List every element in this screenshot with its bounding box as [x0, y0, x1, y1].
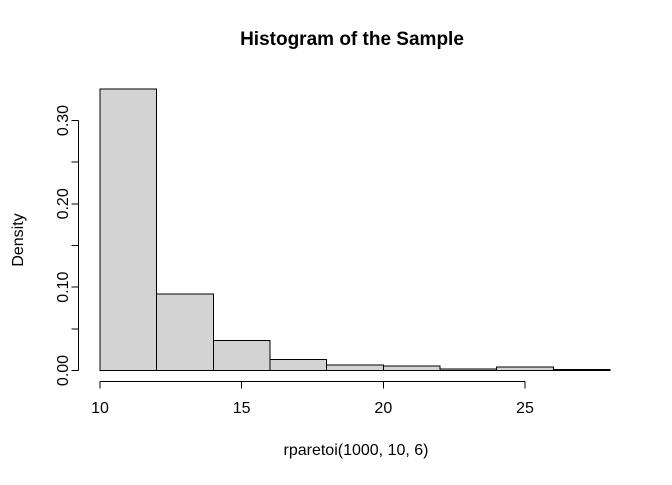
histogram-bars [99, 88, 611, 372]
plot-title: Histogram of the Sample [240, 29, 464, 50]
histogram-bar [99, 88, 158, 372]
histogram-bar [382, 365, 441, 372]
y-tick-label: 0.00 [55, 355, 72, 386]
y-tick-label: 0.30 [55, 105, 72, 136]
y-tick-label: 0.10 [55, 271, 72, 302]
y-axis: 0.00 0.10 0.20 0.30 [55, 105, 79, 386]
histogram-bar [269, 359, 328, 372]
histogram-bar [156, 293, 214, 371]
x-tick-label: 20 [374, 400, 392, 417]
histogram-bar [496, 366, 554, 372]
x-axis: 10 15 20 25 [91, 381, 534, 417]
y-tick-label: 0.20 [55, 188, 72, 219]
x-tick-label: 10 [91, 400, 109, 417]
histogram-bar [552, 369, 611, 372]
x-tick-label: 25 [516, 400, 534, 417]
y-axis-label: Density [10, 213, 27, 266]
x-tick-label: 15 [233, 400, 251, 417]
histogram-bar [212, 340, 271, 371]
x-axis-label: rparetoi(1000, 10, 6) [284, 442, 429, 459]
histogram-bar [326, 364, 384, 371]
histogram-bar [439, 368, 498, 371]
